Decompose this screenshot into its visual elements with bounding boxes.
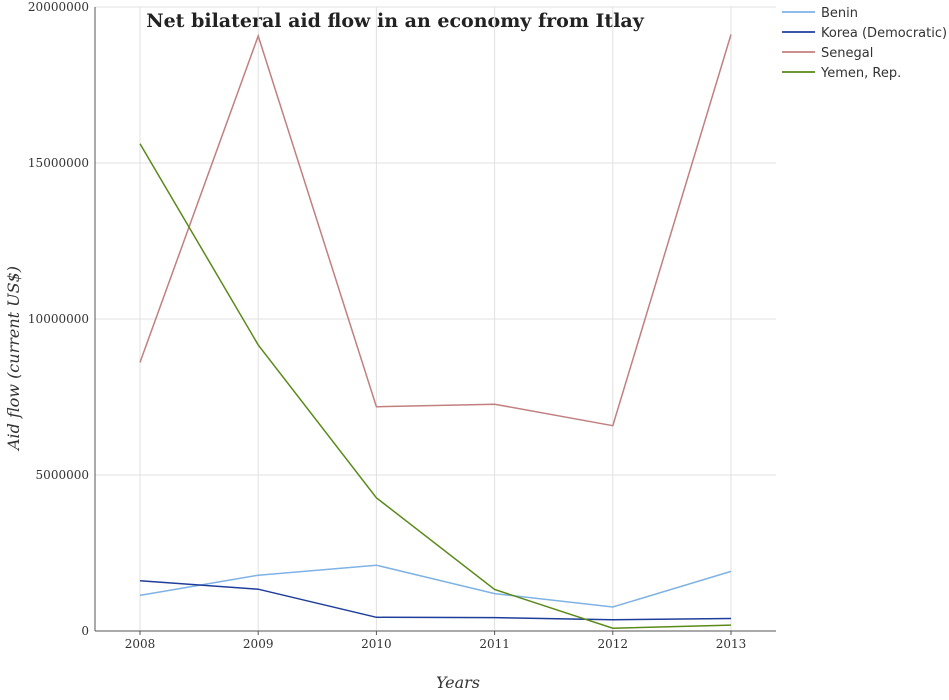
- series-line-yemen-rep: [139, 143, 732, 629]
- x-tick-label: 2012: [598, 637, 629, 651]
- x-axis-label: Years: [436, 673, 480, 692]
- grid: [95, 6, 776, 632]
- legend-label: Yemen, Rep.: [820, 66, 901, 81]
- y-tick-label: 10000000: [28, 312, 89, 326]
- chart-title: Net bilateral aid flow in an economy fro…: [146, 10, 645, 32]
- series-line-benin: [139, 564, 732, 608]
- axes: [94, 7, 776, 635]
- x-tick-label: 2010: [361, 637, 392, 651]
- x-tick-labels: 2008 2009 2010 2011 2012 2013: [125, 637, 747, 651]
- y-tick-label: 20000000: [28, 0, 89, 14]
- y-tick-label: 0: [81, 624, 89, 638]
- x-tick-label: 2008: [125, 637, 156, 651]
- legend-label: Korea (Democratic): [821, 26, 947, 41]
- x-tick-label: 2009: [243, 637, 274, 651]
- legend: Benin Korea (Democratic) Senegal Yemen, Rep…: [782, 6, 947, 81]
- legend-label: Senegal: [821, 46, 873, 61]
- y-tick-label: 15000000: [28, 156, 89, 170]
- series-line-senegal: [139, 33, 732, 427]
- series-lines: [139, 33, 732, 629]
- x-tick-label: 2011: [479, 637, 510, 651]
- series-line-korea-democratic: [139, 580, 732, 621]
- legend-label: Benin: [821, 6, 858, 21]
- x-tick-label: 2013: [716, 637, 747, 651]
- y-tick-labels: 0 5000000 10000000 15000000 20000000: [28, 0, 89, 638]
- y-tick-label: 5000000: [36, 468, 89, 482]
- y-axis-label: Aid flow (current US$): [4, 266, 23, 452]
